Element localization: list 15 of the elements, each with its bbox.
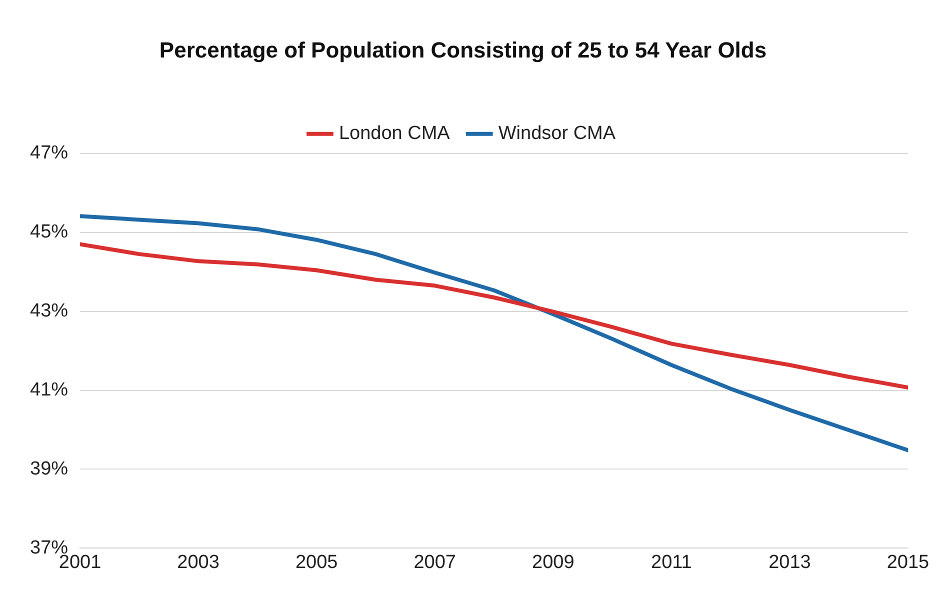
legend-label: Windsor CMA	[498, 123, 616, 144]
y-tick-label: 39%	[30, 458, 68, 480]
chart-title: Percentage of Population Consisting of 25 to 54 Year Olds	[159, 37, 767, 62]
x-tick-label: 2005	[295, 552, 338, 573]
x-tick-label: 2007	[414, 552, 456, 573]
y-tick-label: 41%	[30, 380, 68, 401]
x-tick-label: 2015	[886, 552, 930, 573]
y-tick-label: 43%	[30, 300, 68, 322]
legend-label: London CMA	[338, 123, 450, 144]
x-tick-label: 2009	[532, 552, 574, 573]
y-tick-label: 47%	[30, 142, 68, 164]
y-tick-label: 45%	[30, 222, 68, 243]
x-tick-label: 2011	[651, 552, 692, 573]
x-tick-label: 2013	[768, 552, 811, 573]
x-tick-label: 2003	[177, 552, 220, 573]
